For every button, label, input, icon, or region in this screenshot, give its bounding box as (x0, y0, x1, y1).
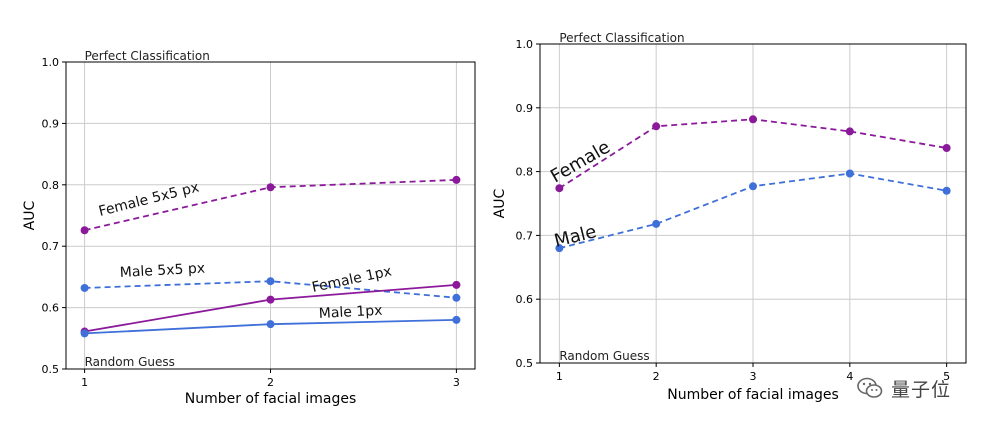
chart-panel-2: 0.5 0.6 0.7 0.8 0.9 1.0 1 2 3 4 5 Number of facial … (492, 31, 967, 403)
y-tick-label: 0.8 (516, 166, 534, 179)
x-tick-label: 2 (653, 370, 660, 383)
data-point (652, 219, 661, 228)
data-point (555, 184, 564, 193)
data-point (942, 143, 951, 152)
data-point (452, 315, 461, 324)
y-tick-label: 0.9 (42, 117, 60, 130)
data-point (749, 182, 757, 191)
x-tick-label: 5 (943, 370, 950, 383)
series-label: Female (547, 137, 614, 188)
y-tick-label: 0.6 (516, 293, 534, 306)
y-tick-label: 0.7 (516, 229, 534, 242)
y-tick-label: 0.5 (516, 357, 534, 370)
data-point (80, 329, 89, 338)
data-point (266, 295, 275, 304)
data-point (749, 115, 757, 124)
x-tick-label: 3 (453, 376, 460, 389)
data-point (452, 175, 461, 184)
data-point (652, 122, 661, 131)
x-tick-label: 2 (267, 376, 274, 389)
y-tick-label: 1.0 (516, 38, 534, 51)
data-point (555, 244, 564, 253)
x-axis-label: Number of facial images (667, 387, 839, 403)
random-guess-label: Random Guess (85, 355, 175, 369)
data-point (266, 183, 275, 192)
data-point (80, 283, 89, 292)
data-point (845, 127, 854, 136)
series-label: Male 5x5 px (119, 261, 205, 281)
perfect-classification-label: Perfect Classification (85, 49, 210, 63)
y-axis-label: AUC (22, 200, 38, 230)
data-point (266, 320, 275, 329)
y-tick-label: 0.7 (42, 240, 60, 253)
y-tick-label: 0.9 (516, 102, 534, 115)
wechat-icon (857, 377, 883, 398)
perfect-classification-label: Perfect Classification (559, 31, 684, 45)
data-point (80, 226, 89, 235)
x-tick-label: 1 (81, 376, 88, 389)
x-tick-label: 3 (750, 370, 757, 383)
x-tick-label: 4 (846, 370, 853, 383)
y-tick-label: 0.5 (42, 363, 60, 376)
x-axis-label: Number of facial images (185, 391, 357, 407)
series-label: Female 5x5 px (97, 179, 201, 219)
series-label: Male 1px (318, 303, 382, 322)
watermark-text: 量子位 (891, 378, 952, 401)
watermark: 量子位 (855, 372, 951, 404)
x-tick-label: 1 (556, 370, 563, 383)
data-point (942, 186, 951, 195)
data-point (845, 169, 854, 178)
y-axis-label: AUC (492, 188, 508, 218)
series-line (84, 280, 457, 299)
data-point (452, 293, 461, 302)
random-guess-label: Random Guess (559, 349, 649, 363)
data-point (266, 277, 275, 286)
y-tick-label: 1.0 (42, 56, 60, 69)
y-tick-label: 0.8 (42, 179, 60, 192)
chart-panel-1: 0.5 0.6 0.7 0.8 0.9 1.0 1 2 3 Number of facial im… (22, 49, 476, 407)
data-point (452, 280, 461, 289)
y-tick-label: 0.6 (42, 302, 60, 315)
